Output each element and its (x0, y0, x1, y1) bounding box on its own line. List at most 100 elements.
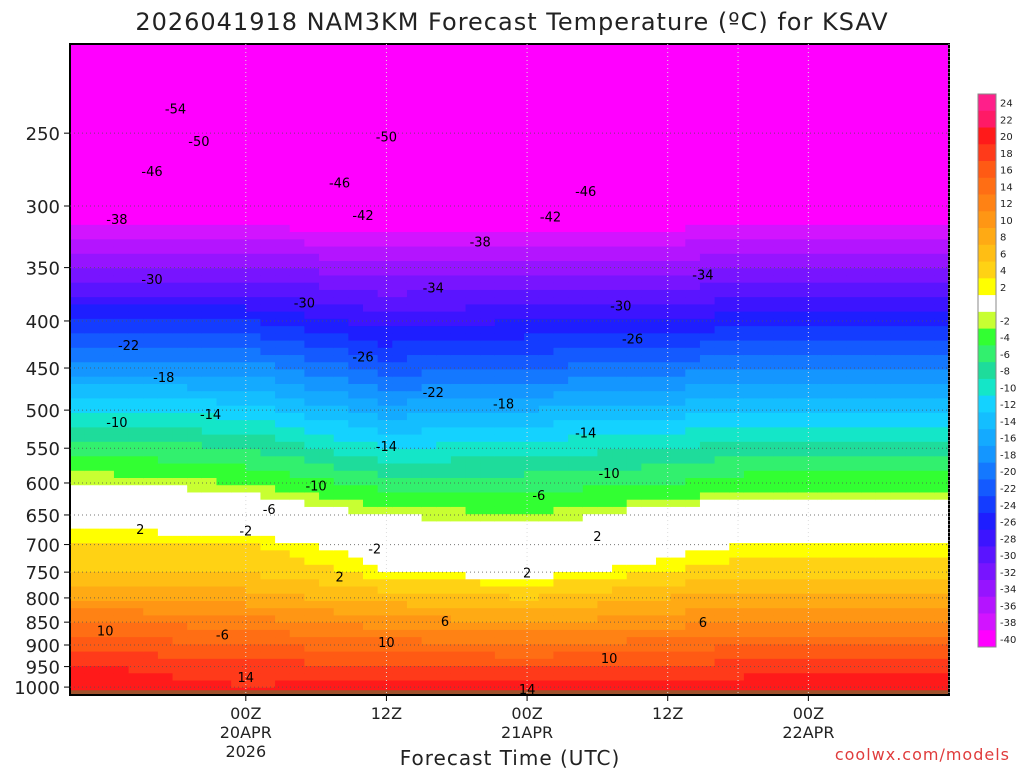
field-cell (143, 217, 159, 226)
field-cell (685, 65, 701, 74)
field-cell (861, 289, 877, 298)
field-cell (245, 51, 262, 60)
field-cell (304, 637, 320, 645)
field-cell (656, 637, 672, 645)
field-cell (685, 181, 701, 190)
field-cell (714, 65, 730, 74)
field-cell (612, 398, 628, 407)
field-cell (260, 289, 276, 298)
field-cell (70, 593, 86, 602)
field-cell (363, 449, 379, 457)
field-cell (231, 72, 247, 81)
field-cell (348, 318, 364, 327)
field-cell (187, 159, 203, 168)
field-cell (289, 492, 305, 501)
field-cell (465, 152, 481, 161)
field-cell (421, 94, 437, 103)
field-cell (363, 572, 379, 580)
field-cell (421, 51, 437, 60)
field-cell (289, 485, 305, 494)
field-cell (99, 391, 115, 400)
field-cell (260, 376, 276, 385)
field-cell (743, 224, 760, 233)
field-cell (392, 123, 408, 132)
field-cell (524, 514, 540, 522)
field-cell (861, 275, 877, 284)
field-cell (216, 441, 232, 450)
field-cell (363, 188, 379, 197)
field-cell (846, 261, 862, 269)
field-cell (758, 289, 774, 298)
field-cell (758, 521, 774, 530)
field-cell (157, 550, 174, 559)
field-cell (392, 333, 408, 342)
field-cell (597, 485, 613, 494)
field-cell (377, 579, 393, 588)
field-cell (392, 405, 408, 414)
field-cell (319, 261, 335, 269)
field-cell (538, 297, 555, 305)
field-cell (363, 347, 379, 356)
field-cell (392, 398, 408, 407)
field-cell (670, 521, 686, 530)
field-cell (201, 600, 218, 609)
field-cell (260, 427, 276, 436)
field-cell (553, 297, 569, 305)
field-cell (421, 109, 437, 117)
field-cell (201, 355, 218, 363)
field-cell (172, 441, 188, 450)
field-cell (70, 456, 86, 465)
field-cell (113, 275, 130, 284)
field-cell (231, 326, 247, 334)
field-cell (201, 340, 218, 349)
field-cell (670, 586, 686, 595)
field-cell (714, 275, 730, 284)
field-cell (553, 138, 569, 146)
field-cell (436, 441, 452, 450)
field-cell (568, 564, 584, 573)
field-cell (99, 658, 115, 667)
field-cell (641, 644, 657, 653)
field-cell (99, 253, 115, 262)
field-cell (480, 51, 496, 60)
field-cell (143, 326, 159, 334)
field-cell (729, 543, 745, 551)
field-cell (773, 80, 789, 88)
field-cell (480, 376, 496, 385)
field-cell (70, 275, 86, 284)
field-cell (436, 232, 452, 240)
field-cell (113, 174, 130, 183)
field-cell (699, 376, 716, 385)
field-cell (128, 622, 144, 631)
field-cell (758, 239, 774, 248)
field-cell (406, 224, 423, 233)
field-cell (831, 239, 848, 248)
field-cell (597, 261, 613, 269)
field-cell (612, 109, 628, 117)
field-cell (70, 145, 86, 154)
field-cell (187, 543, 203, 551)
field-cell (846, 369, 862, 378)
field-cell (187, 579, 203, 588)
field-cell (157, 383, 174, 392)
field-cell (406, 51, 423, 60)
field-cell (436, 622, 452, 631)
field-cell (157, 188, 174, 197)
field-cell (670, 203, 686, 211)
field-cell (831, 195, 848, 204)
field-cell (656, 376, 672, 385)
field-cell (450, 116, 467, 125)
field-cell (172, 109, 188, 117)
field-cell (685, 87, 701, 96)
field-cell (509, 239, 525, 248)
field-cell (465, 456, 481, 465)
field-cell (143, 355, 159, 363)
field-cell (406, 427, 423, 436)
field-cell (773, 210, 789, 219)
field-cell (714, 362, 730, 371)
field-cell (480, 398, 496, 407)
field-cell (216, 297, 232, 305)
field-cell (846, 449, 862, 457)
field-cell (612, 420, 628, 428)
field-cell (817, 449, 833, 457)
